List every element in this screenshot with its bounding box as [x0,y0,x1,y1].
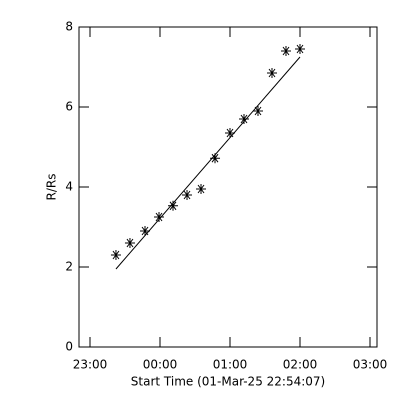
y-tick-label: 0 [65,340,73,354]
x-tick-label: 01:00 [213,358,248,372]
plot-frame [78,26,378,348]
data-point [280,46,291,56]
y-axis-label: R/Rs [45,174,59,201]
data-point [110,250,121,260]
data-point [168,200,179,211]
data-point [252,106,263,116]
data-point [238,114,249,124]
x-axis-label: Start Time (01-Mar-25 22:54:07) [131,375,325,389]
data-point [140,226,151,236]
y-tick-label: 6 [65,100,73,114]
data-point [124,238,135,248]
x-tick-label: 23:00 [73,358,108,372]
data-point [294,44,305,54]
data-point [266,68,277,78]
data-point [196,184,207,194]
x-tick-label: 00:00 [143,358,178,372]
data-point [210,153,221,164]
y-tick-label: 2 [65,260,73,274]
y-tick-label: 8 [65,20,73,34]
x-tick-label: 03:00 [353,358,388,372]
fit-line [115,56,301,270]
data-point [182,190,193,200]
data-point [154,212,165,222]
x-tick-label: 02:00 [283,358,318,372]
y-tick-label: 4 [65,180,73,194]
data-point [224,128,235,138]
